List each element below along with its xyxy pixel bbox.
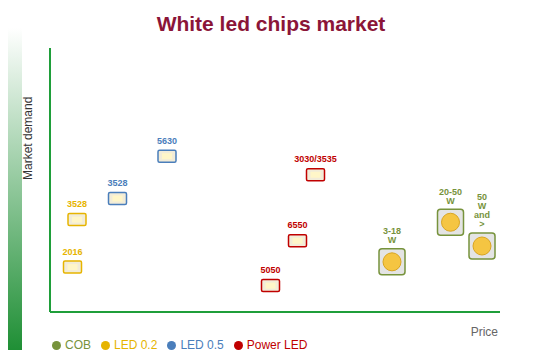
- svg-text:3-18W: 3-18W: [383, 226, 401, 245]
- html-text:Power LED: Power LED: [246, 338, 308, 352]
- html-text:LED 0.2: LED 0.2: [114, 338, 158, 352]
- svg-text:5050: 5050: [260, 265, 280, 275]
- svg-text:3030/3535: 3030/3535: [294, 154, 337, 164]
- svg-text:2016: 2016: [62, 247, 82, 257]
- html-text:White led chips market: White led chips market: [156, 12, 386, 35]
- svg-text:20-50W: 20-50W: [439, 187, 462, 206]
- svg-text:Market demand: Market demand: [21, 97, 35, 180]
- html-text:COB: COB: [65, 338, 91, 352]
- html-text:LED 0.5: LED 0.5: [180, 338, 224, 352]
- svg-text:5630: 5630: [157, 136, 177, 146]
- svg-text:3528: 3528: [107, 178, 127, 188]
- svg-text:6550: 6550: [287, 220, 307, 230]
- svg-text:Price: Price: [471, 325, 499, 339]
- svg-text:50Wand>: 50Wand>: [474, 192, 490, 229]
- svg-text:3528: 3528: [67, 199, 87, 209]
